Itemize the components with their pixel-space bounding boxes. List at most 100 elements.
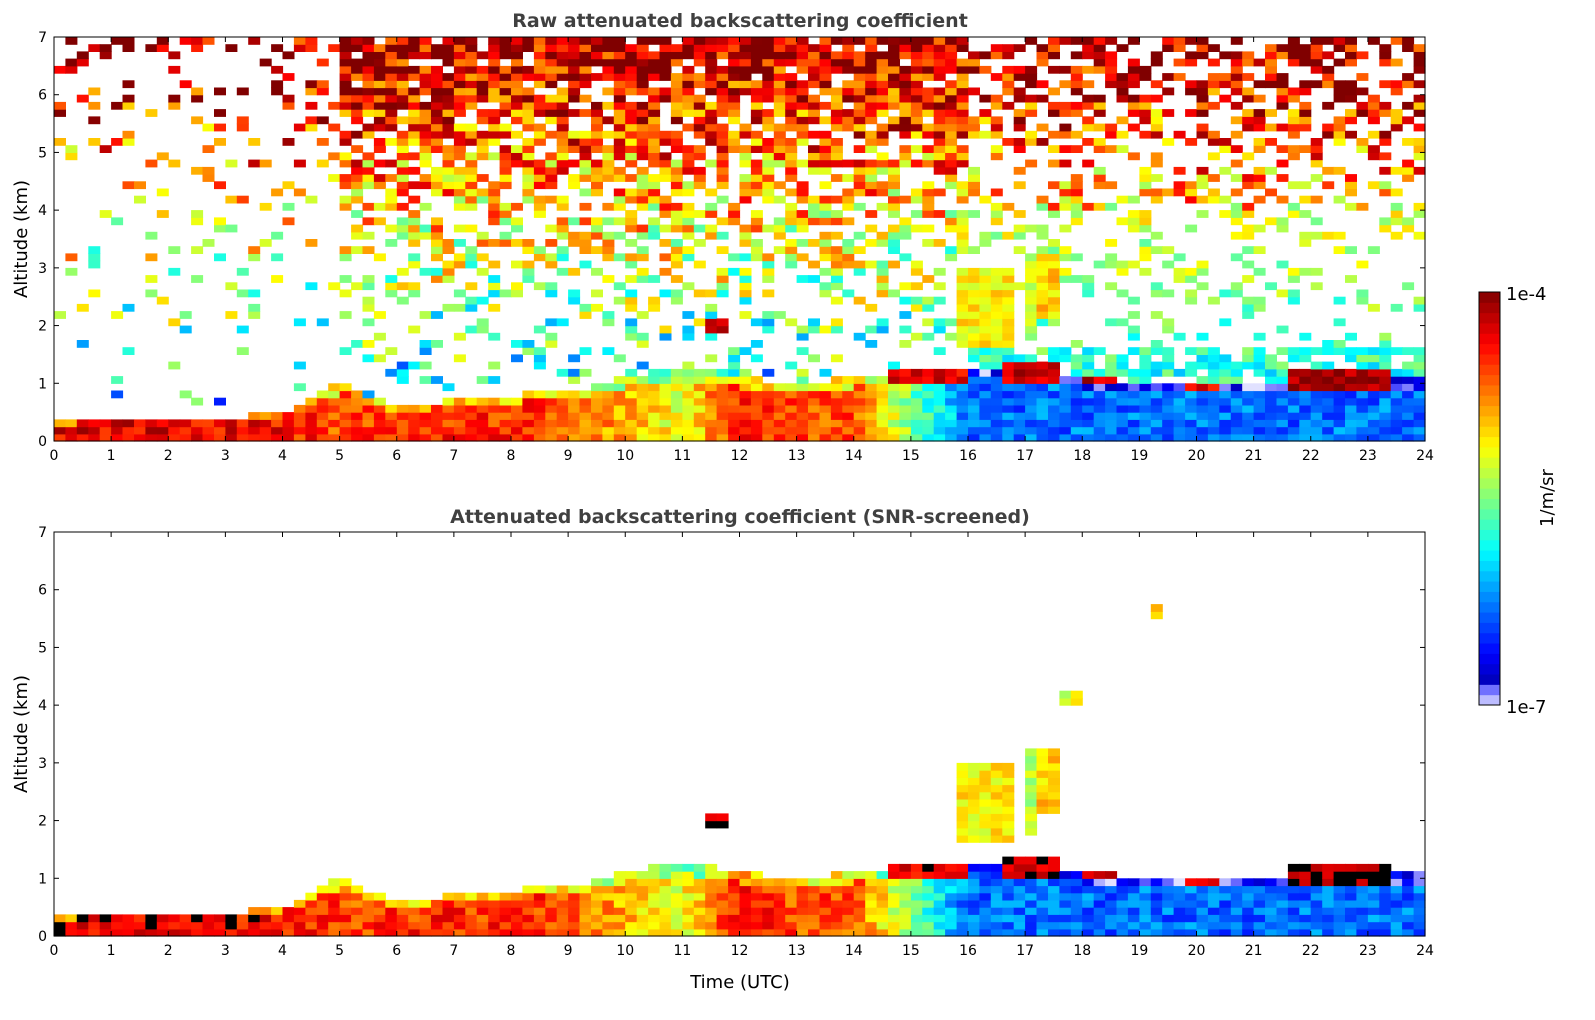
heatmap-cell: [682, 878, 695, 887]
heatmap-cell: [1002, 892, 1015, 901]
x-tick-label: 10: [616, 448, 634, 464]
heatmap-cell: [1379, 361, 1392, 370]
heatmap-cell: [1207, 899, 1220, 908]
heatmap-cells: [54, 37, 1426, 442]
heatmap-cell: [636, 878, 649, 887]
heatmap-cell: [785, 885, 798, 894]
heatmap-cell: [1265, 166, 1277, 175]
heatmap-cell: [716, 899, 729, 908]
heatmap-cell: [796, 899, 809, 908]
heatmap-cell: [750, 109, 763, 117]
heatmap-cell: [1105, 383, 1118, 392]
heatmap-cell: [442, 928, 455, 937]
heatmap-cell: [431, 239, 443, 247]
heatmap-cell: [682, 65, 695, 74]
heatmap-cell: [808, 318, 820, 327]
heatmap-cell: [76, 433, 89, 442]
heatmap-cell: [339, 174, 352, 182]
x-tick-label: 8: [507, 448, 516, 464]
heatmap-cell: [956, 885, 969, 894]
heatmap-cell: [1379, 397, 1392, 406]
heatmap-cell: [1379, 383, 1392, 392]
heatmap-cell: [956, 390, 969, 399]
heatmap-cell: [362, 412, 375, 420]
heatmap-cell: [533, 390, 546, 399]
heatmap-cell: [968, 390, 980, 399]
heatmap-cell: [591, 166, 603, 175]
heatmap-cell: [453, 899, 466, 908]
heatmap-cell: [990, 383, 1003, 392]
heatmap-cell: [888, 289, 900, 298]
heatmap-cell: [750, 412, 763, 420]
heatmap-cell: [1093, 419, 1106, 428]
heatmap-cell: [613, 101, 626, 110]
heatmap-cell: [1196, 397, 1209, 406]
heatmap-cell: [453, 332, 466, 341]
x-axis-label: Time (UTC): [689, 972, 790, 993]
heatmap-cell: [1002, 44, 1015, 52]
heatmap-cell: [1207, 354, 1220, 363]
heatmap-cell: [465, 44, 478, 52]
heatmap-cell: [1345, 426, 1357, 435]
heatmap-cell: [431, 907, 443, 915]
heatmap-cell: [1299, 145, 1312, 153]
heatmap-cell: [888, 412, 900, 420]
heatmap-cell: [808, 275, 820, 283]
heatmap-cell: [1310, 390, 1323, 399]
heatmap-cell: [830, 87, 843, 96]
heatmap-cell: [602, 159, 615, 168]
heatmap-cell: [1105, 907, 1118, 915]
heatmap-cell: [1139, 907, 1152, 915]
heatmap-cell: [236, 123, 249, 132]
heatmap-cell: [773, 152, 786, 161]
heatmap-cell: [488, 44, 501, 52]
heatmap-cell: [1219, 210, 1232, 218]
heatmap-cell: [488, 921, 501, 930]
colorbar-swatch: [1479, 302, 1500, 314]
heatmap-cell: [579, 928, 592, 937]
heatmap-cell: [1139, 109, 1152, 117]
heatmap-cell: [134, 181, 146, 190]
heatmap-cell: [1082, 275, 1095, 283]
heatmap-cell: [716, 195, 729, 204]
heatmap-cell: [899, 253, 912, 262]
heatmap-cell: [853, 907, 866, 915]
heatmap-cell: [545, 152, 558, 161]
heatmap-cell: [796, 109, 809, 117]
heatmap-cell: [225, 914, 238, 923]
heatmap-cell: [1367, 368, 1380, 377]
heatmap-cell: [1162, 419, 1175, 428]
heatmap-cell: [1333, 863, 1346, 872]
heatmap-cell: [1048, 791, 1060, 800]
heatmap-cell: [591, 383, 603, 392]
heatmap-cell: [1276, 44, 1289, 52]
heatmap-cell: [899, 426, 912, 435]
heatmap-cell: [648, 195, 661, 204]
heatmap-cell: [1036, 123, 1049, 132]
heatmap-cell: [716, 94, 729, 103]
heatmap-cell: [488, 37, 501, 45]
heatmap-cell: [750, 145, 763, 153]
heatmap-cell: [990, 412, 1003, 420]
heatmap-cell: [1253, 397, 1266, 406]
heatmap-cell: [282, 217, 295, 226]
heatmap-cell: [853, 433, 866, 442]
heatmap-cell: [339, 37, 352, 45]
heatmap-cell: [613, 37, 626, 45]
heatmap-cell: [739, 58, 752, 67]
heatmap-cell: [728, 899, 741, 908]
heatmap-cell: [670, 419, 683, 428]
heatmap-cell: [819, 138, 832, 146]
heatmap-cell: [773, 65, 786, 74]
heatmap-cell: [351, 195, 364, 204]
heatmap-cell: [1070, 202, 1083, 211]
heatmap-cell: [1105, 404, 1118, 413]
heatmap-cell: [1345, 878, 1357, 887]
heatmap-cell: [1162, 361, 1175, 370]
heatmap-cell: [1185, 289, 1198, 298]
heatmap-cell: [339, 80, 352, 89]
heatmap-cell: [705, 159, 718, 168]
heatmap-cell: [705, 404, 718, 413]
heatmap-cell: [1345, 863, 1357, 872]
heatmap-cell: [728, 58, 741, 67]
